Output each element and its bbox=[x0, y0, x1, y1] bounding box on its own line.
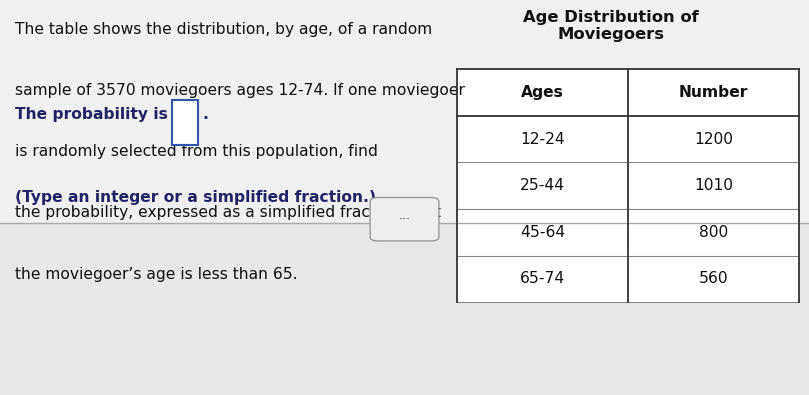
Text: is randomly selected from this population, find: is randomly selected from this populatio… bbox=[15, 144, 378, 159]
FancyBboxPatch shape bbox=[172, 100, 198, 145]
Text: 800: 800 bbox=[699, 225, 728, 240]
Text: .: . bbox=[202, 107, 208, 122]
Text: 45-64: 45-64 bbox=[520, 225, 565, 240]
Text: the moviegoer’s age ​is less than 65.: the moviegoer’s age ​is less than 65. bbox=[15, 267, 297, 282]
Text: The table shows the distribution, by age, of a random: The table shows the distribution, by age… bbox=[15, 22, 432, 37]
Text: 1200: 1200 bbox=[694, 132, 733, 147]
FancyBboxPatch shape bbox=[457, 69, 799, 302]
Text: Ages: Ages bbox=[521, 85, 564, 100]
Text: ···: ··· bbox=[399, 213, 410, 226]
Text: 65-74: 65-74 bbox=[520, 271, 565, 286]
FancyBboxPatch shape bbox=[0, 0, 809, 223]
Text: The probability is: The probability is bbox=[15, 107, 167, 122]
Text: Age Distribution of
Moviegoers: Age Distribution of Moviegoers bbox=[523, 10, 699, 42]
FancyBboxPatch shape bbox=[370, 198, 438, 241]
Text: sample of 3570 moviegoers ages 12-74. If one moviegoer: sample of 3570 moviegoers ages 12-74. If… bbox=[15, 83, 464, 98]
Text: the probability, expressed as a simplified fraction, that: the probability, expressed as a simplifi… bbox=[15, 205, 440, 220]
Text: 560: 560 bbox=[699, 271, 728, 286]
Text: 12-24: 12-24 bbox=[520, 132, 565, 147]
Text: 25-44: 25-44 bbox=[520, 178, 565, 193]
Text: (Type an integer or a simplified fraction.): (Type an integer or a simplified fractio… bbox=[15, 190, 375, 205]
FancyBboxPatch shape bbox=[0, 223, 809, 395]
Text: 1010: 1010 bbox=[694, 178, 733, 193]
Text: Number: Number bbox=[679, 85, 748, 100]
